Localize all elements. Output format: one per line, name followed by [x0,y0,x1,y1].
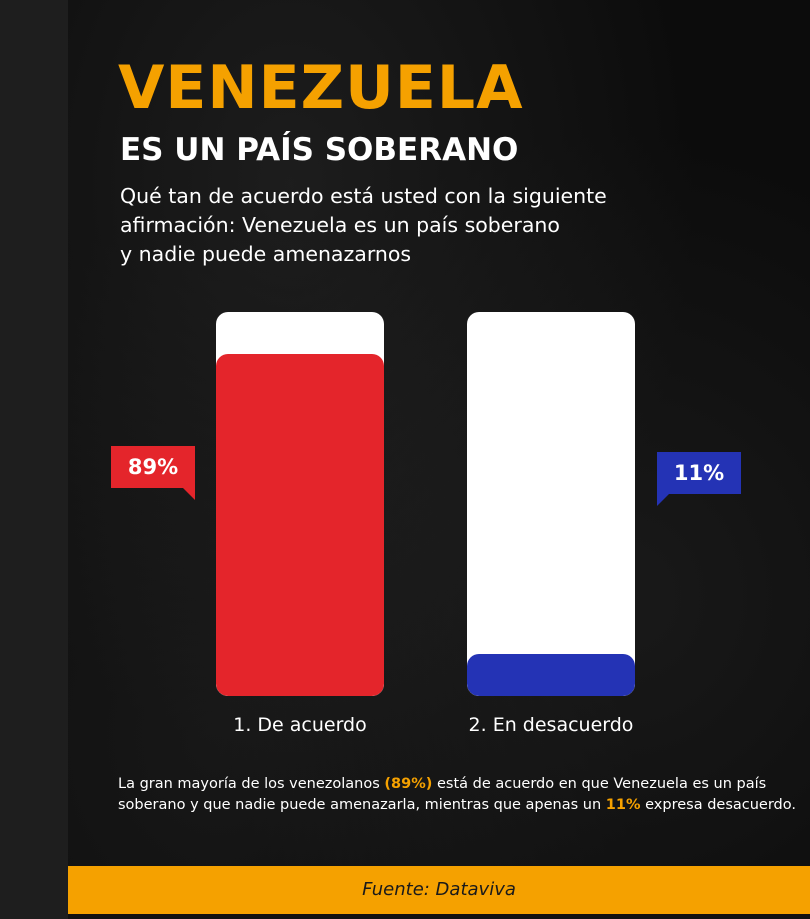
summary-part: está de acuerdo en que Venezuela es un p… [118,776,767,813]
left-margin [0,0,68,919]
bar-track-de-acuerdo [216,312,384,696]
summary-text: La gran mayoría de los venezolanos (89%)… [118,774,798,816]
summary-highlight: (89%) [384,776,433,792]
question-line: Qué tan de acuerdo está usted con la sig… [120,184,607,208]
question-line: y nadie puede amenazarnos [120,242,412,266]
value-label-en-desacuerdo: 11% [657,452,741,506]
source-footer: Fuente: Dataviva [68,866,810,914]
page-title: VENEZUELA [118,53,524,123]
bar-track-en-desacuerdo [467,312,635,696]
bar-de-acuerdo [216,354,384,696]
category-label-en-desacuerdo: 2. En desacuerdo [468,714,634,736]
page-subtitle: ES UN PAÍS SOBERANO [120,132,519,168]
value-label-de-acuerdo: 89% [111,446,195,500]
bottom-edge [68,914,810,919]
survey-question: Qué tan de acuerdo está usted con la sig… [120,182,760,269]
summary-part: expresa desacuerdo. [640,797,796,813]
summary-highlight: 11% [605,797,641,813]
summary-part: La gran mayoría de los venezolanos [118,776,385,792]
bar-en-desacuerdo [467,653,635,696]
question-line: afirmación: Venezuela es un país soberan… [120,213,560,237]
category-label-de-acuerdo: 1. De acuerdo [233,714,367,736]
